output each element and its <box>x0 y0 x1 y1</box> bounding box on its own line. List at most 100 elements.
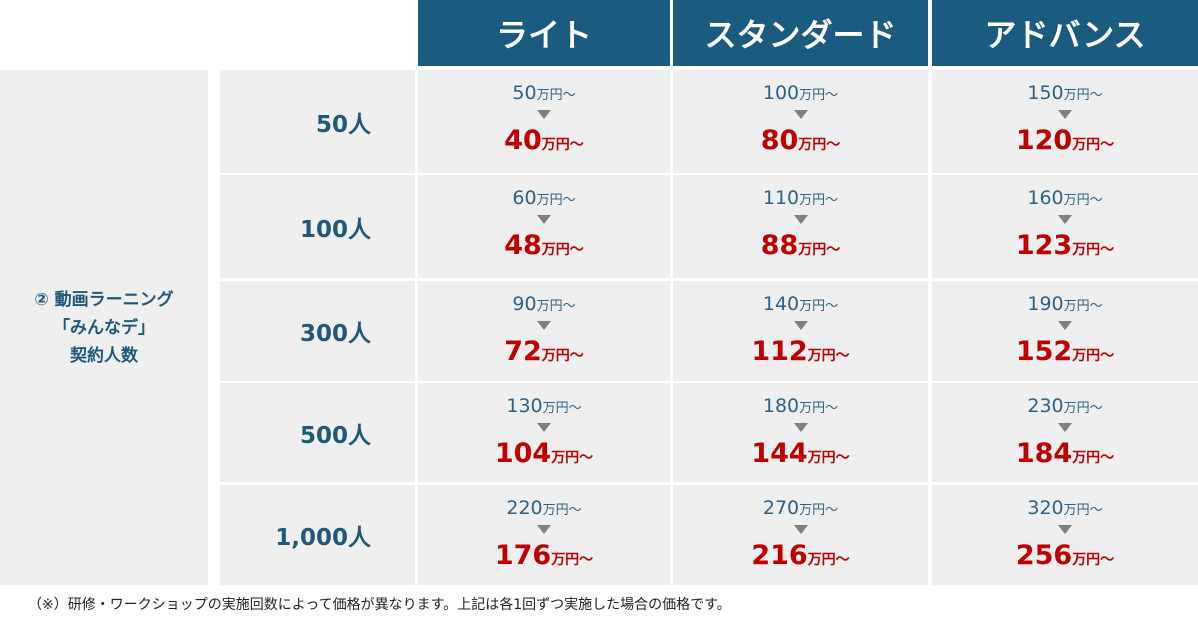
price-number: 160 <box>1027 187 1064 209</box>
original-price: 130万円～ <box>418 395 670 419</box>
price-cell: 60万円～ 48万円～ <box>418 175 670 278</box>
arrow <box>793 321 808 330</box>
price-unit: 万円～ <box>551 450 594 466</box>
price-unit: 万円～ <box>807 450 850 466</box>
price-unit: 万円～ <box>1063 401 1103 416</box>
price-number: 180 <box>762 395 800 417</box>
price-cell: 150万円～ 120万円～ <box>932 70 1198 173</box>
discount-price: 80万円～ <box>673 125 928 156</box>
discount-price: 104万円～ <box>418 438 670 469</box>
price-number: 152 <box>1015 336 1073 367</box>
original-price: 90万円～ <box>418 293 670 317</box>
price-cell: 140万円～ 112万円～ <box>673 281 928 381</box>
price-number: 220 <box>506 497 543 519</box>
discount-price: 48万円～ <box>418 230 670 261</box>
original-price: 50万円～ <box>418 82 670 106</box>
row-label: 50人 <box>220 70 415 173</box>
discount-price: 72万円～ <box>418 336 670 367</box>
price-number: 270 <box>762 497 800 519</box>
price-number: 90 <box>512 293 537 315</box>
price-unit: 万円～ <box>798 242 841 258</box>
price-unit: 万円～ <box>536 88 576 103</box>
price-number: 190 <box>1027 293 1064 315</box>
discount-price: 176万円～ <box>418 540 670 571</box>
price-cell: 110万円～ 88万円～ <box>673 175 928 278</box>
price-number: 100 <box>762 82 800 104</box>
original-price: 110万円～ <box>673 187 928 211</box>
price-unit: 万円～ <box>1072 137 1115 153</box>
price-number: 216 <box>751 540 808 571</box>
price-number: 230 <box>1027 395 1064 417</box>
price-unit: 万円～ <box>799 503 839 518</box>
price-number: 150 <box>1027 82 1064 104</box>
price-cell: 180万円～ 144万円～ <box>673 383 928 482</box>
price-unit: 万円～ <box>541 348 584 364</box>
price-unit: 万円～ <box>542 503 582 518</box>
price-cell: 100万円～ 80万円～ <box>673 70 928 173</box>
row-label: 300人 <box>220 281 415 381</box>
discount-price: 120万円～ <box>932 125 1198 156</box>
price-number: 110 <box>762 187 800 209</box>
price-unit: 万円～ <box>1072 348 1115 364</box>
arrow <box>793 215 808 224</box>
price-unit: 万円～ <box>799 193 839 208</box>
original-price: 270万円～ <box>673 497 928 521</box>
price-unit: 万円～ <box>799 401 839 416</box>
price-cell: 270万円～ 216 万円～ <box>673 485 928 585</box>
discount-price: 123万円～ <box>932 230 1198 261</box>
price-cell: 130万円～ 104万円～ <box>418 383 670 482</box>
price-unit: 万円～ <box>807 348 850 364</box>
price-unit: 万円～ <box>542 401 582 416</box>
price-number: 72 <box>504 336 542 367</box>
original-price: 320万円～ <box>932 497 1198 521</box>
price-number: 140 <box>762 293 800 315</box>
price-number: 80 <box>760 125 799 156</box>
arrow <box>1058 321 1072 330</box>
price-number: 120 <box>1015 125 1073 156</box>
arrow <box>537 321 551 330</box>
discount-price: 144万円～ <box>673 438 928 469</box>
price-number: 50 <box>512 82 537 104</box>
discount-price: 256万円～ <box>932 540 1198 571</box>
price-unit: 万円～ <box>536 299 576 314</box>
column-header: スタンダード <box>673 0 928 66</box>
arrow <box>1058 423 1072 432</box>
price-number: 88 <box>760 230 799 261</box>
price-unit: 万円～ <box>1063 193 1103 208</box>
discount-price: 40万円～ <box>418 125 670 156</box>
price-cell: 230万円～ 184万円～ <box>932 383 1198 482</box>
original-price: 160万円～ <box>932 187 1198 211</box>
price-number: 176 <box>494 540 552 571</box>
arrow <box>537 525 551 534</box>
row-group-label: ② 動画ラーニング 「みんなデ」 契約人数 <box>0 70 208 585</box>
discount-price: 88万円～ <box>673 230 928 261</box>
price-number: 184 <box>1015 438 1073 469</box>
column-header: アドバンス <box>932 0 1198 66</box>
price-number: 60 <box>512 187 537 209</box>
price-unit: 万円～ <box>1063 299 1103 314</box>
arrow <box>537 215 551 224</box>
discount-price: 184万円～ <box>932 438 1198 469</box>
price-unit: 万円～ <box>1063 503 1103 518</box>
arrow <box>793 423 808 432</box>
original-price: 220万円～ <box>418 497 670 521</box>
price-unit: 万円～ <box>799 88 839 103</box>
price-unit: 万円～ <box>536 193 576 208</box>
price-unit: 万円～ <box>541 137 584 153</box>
price-number: 256 <box>1015 540 1073 571</box>
arrow <box>1058 110 1072 119</box>
original-price: 60万円～ <box>418 187 670 211</box>
discount-price: 152万円～ <box>932 336 1198 367</box>
arrow <box>1058 215 1072 224</box>
row-label: 1,000人 <box>220 485 415 585</box>
price-number: 104 <box>494 438 552 469</box>
price-cell: 320万円～ 256万円～ <box>932 485 1198 585</box>
price-unit: 万円～ <box>1063 88 1103 103</box>
row-label: 100人 <box>220 175 415 278</box>
original-price: 180万円～ <box>673 395 928 419</box>
row-label: 500人 <box>220 383 415 482</box>
footnote: （※）研修・ワークショップの実施回数によって価格が異なります。上記は各1回ずつ実… <box>28 597 731 613</box>
arrow <box>537 423 551 432</box>
original-price: 100万円～ <box>673 82 928 106</box>
